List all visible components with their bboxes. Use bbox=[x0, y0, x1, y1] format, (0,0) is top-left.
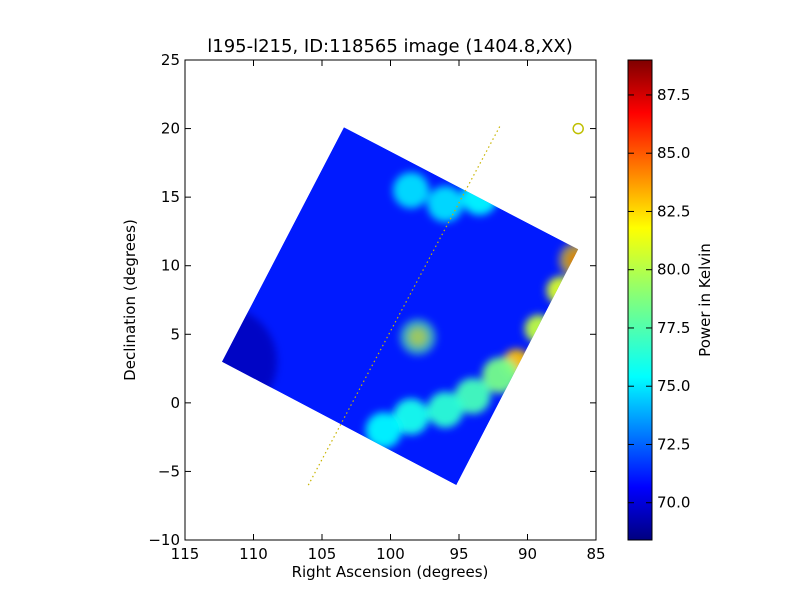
hotspot bbox=[454, 378, 491, 414]
x-tick-label: 90 bbox=[518, 545, 537, 563]
colorbar-tick-label: 70.0 bbox=[657, 494, 690, 512]
x-tick-label: 110 bbox=[239, 545, 268, 563]
source-marker bbox=[572, 122, 584, 135]
x-tick-label: 95 bbox=[449, 545, 468, 563]
y-axis-label: Declination (degrees) bbox=[121, 219, 139, 381]
chart-title: l195-l215, ID:118565 image (1404.8,XX) bbox=[207, 36, 573, 57]
colorbar-tick-label: 75.0 bbox=[657, 377, 690, 395]
colorbar-tick-label: 80.0 bbox=[657, 261, 690, 279]
colorbar-tick-label: 87.5 bbox=[657, 86, 690, 104]
colorbar-tick-label: 85.0 bbox=[657, 144, 690, 162]
hotspot bbox=[427, 391, 464, 428]
x-tick-label: 100 bbox=[376, 545, 405, 563]
y-tick-label: 5 bbox=[170, 325, 180, 343]
y-tick-label: 10 bbox=[161, 257, 180, 275]
colorbar-tick-label: 77.5 bbox=[657, 319, 690, 337]
hotspot bbox=[365, 412, 402, 449]
x-tick-label: 105 bbox=[308, 545, 337, 563]
x-tick-label: 115 bbox=[171, 545, 200, 563]
colorbar-tick-label: 72.5 bbox=[657, 435, 690, 453]
y-tick-label: −5 bbox=[158, 462, 180, 480]
y-tick-label: 15 bbox=[161, 188, 180, 206]
y-tick-label: 0 bbox=[170, 394, 180, 412]
colorbar bbox=[627, 59, 653, 541]
x-tick-label: 85 bbox=[586, 545, 605, 563]
galactic-plane-line bbox=[307, 125, 501, 486]
x-axis-label: Right Ascension (degrees) bbox=[292, 563, 489, 581]
hotspot bbox=[427, 186, 464, 222]
y-tick-label: 25 bbox=[161, 51, 180, 69]
colorbar-tick-label: 82.5 bbox=[657, 202, 690, 220]
colorbar-label: Power in Kelvin bbox=[696, 243, 714, 357]
y-tick-label: 20 bbox=[161, 120, 180, 138]
hotspot-halo bbox=[399, 319, 436, 355]
hotspot bbox=[393, 172, 430, 209]
hotspot bbox=[393, 398, 430, 435]
y-tick-label: −10 bbox=[148, 531, 180, 549]
